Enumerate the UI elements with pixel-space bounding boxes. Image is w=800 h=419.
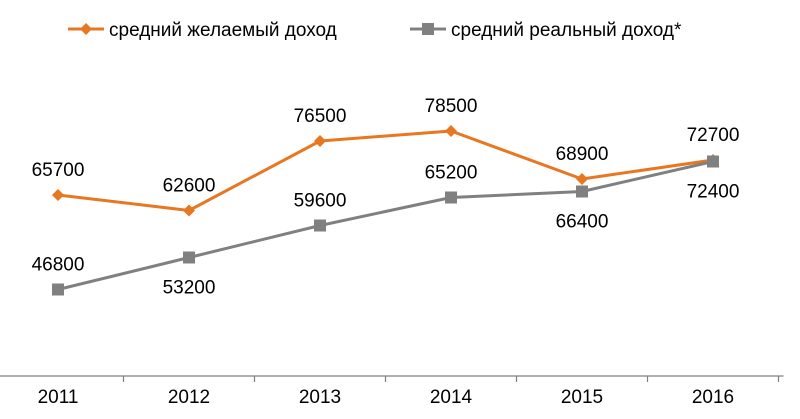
legend-label-1: средний желаемый доход xyxy=(109,20,337,41)
data-label-1-2011: 65700 xyxy=(32,160,85,181)
x-tick-label-2013: 2013 xyxy=(299,387,341,408)
series-1 xyxy=(52,125,719,217)
data-point-1-2011 xyxy=(52,189,64,201)
series-2 xyxy=(52,155,719,296)
data-label-2-2012: 53200 xyxy=(163,278,216,299)
data-label-1-2015: 68900 xyxy=(556,144,609,165)
x-tick-label-2011: 2011 xyxy=(38,387,79,408)
legend-label-2: средний реальный доход* xyxy=(451,20,682,41)
data-label-1-2016: 72700 xyxy=(687,125,740,146)
legend-item-1: средний желаемый доход xyxy=(68,20,337,41)
data-label-2-2015: 66400 xyxy=(556,212,609,233)
data-label-2-2013: 59600 xyxy=(294,191,347,212)
x-axis: 2011 2012 2013 2014 2015 2016 xyxy=(0,375,784,408)
x-tick-label-2014: 2014 xyxy=(430,387,473,408)
data-label-1-2013: 76500 xyxy=(294,106,347,127)
data-point-2-2011 xyxy=(52,283,64,296)
legend: средний желаемый доход средний реальный д… xyxy=(68,20,682,41)
data-point-1-2013 xyxy=(314,135,326,147)
data-point-1-2012 xyxy=(183,204,195,217)
data-point-2-2015 xyxy=(576,185,588,198)
legend-marker-2 xyxy=(422,23,434,35)
x-tick-label-2016: 2016 xyxy=(692,387,734,408)
data-label-1-2012: 62600 xyxy=(163,176,216,197)
data-label-layer: 65700 62600 76500 78500 68900 72700 46800 53200… xyxy=(32,96,740,299)
x-tick-label-2015: 2015 xyxy=(561,387,603,408)
data-point-2-2014 xyxy=(445,191,457,204)
series-line-1 xyxy=(57,129,714,212)
legend-item-2: средний реальный доход* xyxy=(410,20,682,41)
series-layer xyxy=(52,125,719,296)
data-label-1-2014: 78500 xyxy=(425,96,478,117)
legend-marker-1 xyxy=(80,23,92,35)
data-point-2-2016 xyxy=(707,155,719,168)
series-line-2 xyxy=(57,160,714,291)
data-point-1-2014 xyxy=(445,125,457,137)
x-tick-label-2012: 2012 xyxy=(168,387,210,408)
data-point-2-2013 xyxy=(314,219,326,232)
data-point-2-2012 xyxy=(183,251,195,264)
data-label-2-2014: 65200 xyxy=(425,163,478,184)
data-label-2-2016: 72400 xyxy=(687,182,740,203)
data-label-2-2011: 46800 xyxy=(32,255,85,276)
data-point-1-2015 xyxy=(576,173,588,185)
